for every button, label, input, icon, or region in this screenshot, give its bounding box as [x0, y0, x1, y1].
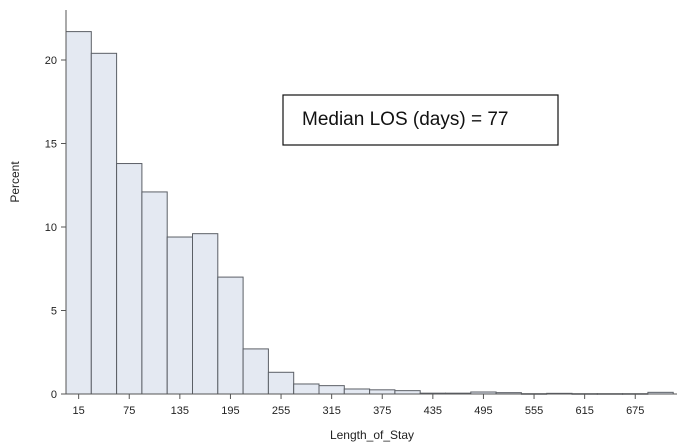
bars-group	[65, 31, 674, 395]
histogram-bar	[242, 348, 269, 395]
x-tick-label: 15	[73, 405, 85, 417]
x-tick-label: 675	[626, 405, 644, 417]
x-tick-label: 495	[474, 405, 492, 417]
y-tick-label: 20	[45, 55, 57, 67]
y-axis-title: Percent	[8, 161, 22, 203]
y-tick-label: 10	[45, 222, 57, 234]
histogram-bar	[141, 191, 168, 395]
histogram-bar	[192, 233, 219, 395]
histogram-bar	[293, 383, 320, 395]
y-axis-ticks: 0 5 10 15 20	[45, 55, 66, 401]
x-axis-ticks: 15 75 135 195 255 315 375 435 495 555 615 675	[73, 394, 644, 417]
annotation-frame	[282, 94, 559, 146]
x-tick-label: 375	[373, 405, 391, 417]
histogram-bar	[65, 31, 92, 395]
x-tick-label: 75	[123, 405, 135, 417]
x-tick-label: 555	[525, 405, 543, 417]
y-tick-label: 15	[45, 139, 57, 151]
histogram-bar	[267, 371, 295, 395]
annotation-text: Median LOS (days) = 77	[302, 109, 508, 130]
x-tick-label: 195	[221, 405, 239, 417]
histogram-bar	[343, 388, 371, 395]
annotation-box: Median LOS (days) = 77	[282, 94, 559, 146]
x-tick-label: 615	[575, 405, 593, 417]
histogram-bar	[318, 385, 345, 395]
y-tick-label: 0	[51, 389, 57, 401]
x-tick-label: 435	[424, 405, 442, 417]
x-tick-label: 135	[171, 405, 189, 417]
histogram-bar	[166, 236, 193, 395]
x-tick-label: 255	[272, 405, 290, 417]
histogram-bar	[90, 52, 118, 395]
histogram-bar	[217, 276, 244, 395]
x-tick-label: 315	[322, 405, 340, 417]
histogram-bar	[116, 163, 143, 395]
histogram-bar	[369, 389, 396, 395]
x-axis-title: Length_of_Stay	[330, 428, 414, 442]
y-tick-label: 5	[51, 306, 57, 318]
histogram-bar	[394, 390, 421, 395]
